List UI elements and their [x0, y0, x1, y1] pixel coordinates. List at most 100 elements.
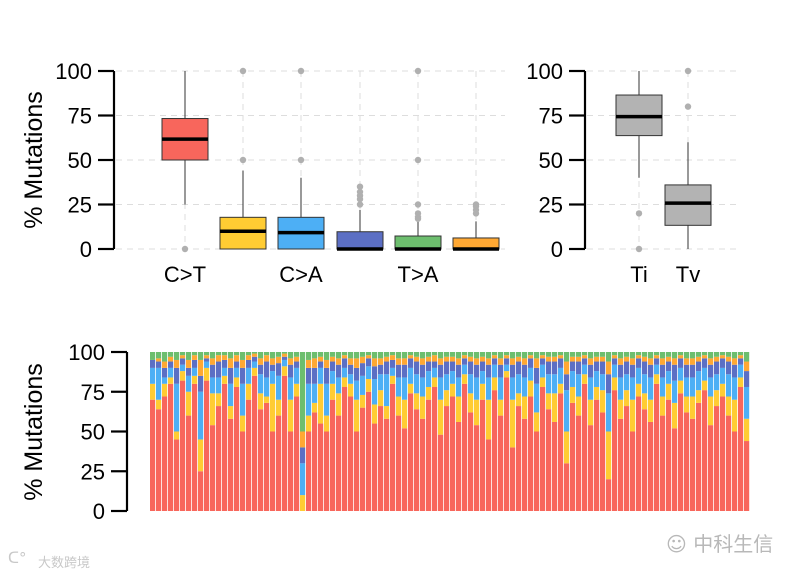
stacked-bar-segment	[318, 352, 324, 357]
stacked-bar-segment	[510, 358, 516, 365]
stacked-bar-segment	[576, 361, 582, 375]
stacked-bar-segment	[708, 358, 714, 365]
stacked-bar-segment	[318, 367, 324, 384]
stacked-bar-segment	[648, 377, 654, 400]
stacked-bar-segment	[348, 374, 354, 384]
stacked-bar-segment	[714, 361, 720, 375]
stacked-bar-segment	[720, 355, 726, 359]
stacked-bar-segment	[576, 396, 582, 416]
titv-boxplot-y-tick-label: 50	[539, 148, 563, 173]
stacked-bar-segment	[168, 383, 174, 511]
stacked-bar-segment	[300, 447, 306, 464]
stacked-bar-segment	[432, 352, 438, 356]
stacked-bar-segment	[462, 383, 468, 511]
stacked-bar-segment	[546, 361, 552, 375]
stacked-bar-segment	[666, 399, 672, 511]
stacked-bar-segment	[312, 358, 318, 368]
stacked-bar-segment	[282, 359, 288, 367]
stacked-bar-segment	[162, 352, 168, 362]
stacked-bar-segment	[378, 390, 384, 407]
stacked-bar-segment	[252, 353, 258, 357]
mutation-class-boxplot-box	[219, 216, 267, 250]
stacked-bar-segment	[180, 355, 186, 359]
stacked-bar-segment	[372, 404, 378, 424]
stacked-bar-segment	[636, 355, 642, 359]
stacked-bar-segment	[480, 399, 486, 511]
mutation-class-boxplot-y-tick-label: 50	[68, 148, 92, 173]
stacked-bar-segment	[558, 393, 564, 511]
stacked-bar-segment	[672, 352, 678, 359]
stacked-bar-segment	[654, 383, 660, 511]
stacked-bar-segment	[210, 425, 216, 511]
stacked-bar-segment	[480, 371, 486, 384]
stacked-bar-segment	[150, 367, 156, 384]
stacked-bar-segment	[618, 358, 624, 365]
stacked-bar-segment	[492, 355, 498, 359]
stacked-bar-segment	[198, 352, 204, 360]
stacked-bar-segment	[546, 356, 552, 362]
stacked-bar-segment	[486, 352, 492, 359]
stacked-bar-segment	[264, 377, 270, 397]
stacked-bar-segment	[234, 355, 240, 362]
stacked-bar-segment	[414, 356, 420, 362]
mutation-class-boxplot-box	[394, 235, 442, 250]
stacked-bar-segment	[498, 377, 504, 400]
stacked-bar-segment	[690, 418, 696, 511]
stacked-bar-segment	[612, 355, 618, 359]
stacked-bar-segment	[198, 471, 204, 511]
stacked-bar-segment	[156, 352, 162, 359]
stacked-bar-segment	[582, 352, 588, 356]
stacked-bar-segment	[420, 377, 426, 397]
stacked-bar-segment	[714, 406, 720, 511]
stacked-bar-segment	[408, 358, 414, 368]
stacked-bar-segment	[186, 375, 192, 392]
stacked-bar-segment	[504, 355, 510, 359]
stacked-bar-segment	[438, 352, 444, 359]
stacked-bar-segment	[342, 358, 348, 368]
stacked-bar-segment	[534, 383, 540, 413]
stacked-bar-segment	[162, 377, 168, 384]
stacked-bar-segment	[360, 394, 366, 408]
stacked-bar-segment	[552, 374, 558, 394]
stacked-bar-segment	[300, 463, 306, 496]
stacked-bar-segment	[642, 356, 648, 362]
stacked-bar-segment	[222, 367, 228, 376]
stacked-bar-segment	[282, 375, 288, 511]
stacked-bar-segment	[276, 399, 282, 416]
stacked-bar-segment	[282, 352, 288, 354]
stacked-bar-segment	[474, 425, 480, 511]
stacked-bar-segment	[270, 383, 276, 432]
y-axis-title-top: % Mutations	[20, 91, 48, 229]
stacked-bar-segment	[336, 393, 342, 416]
stacked-bar-segment	[420, 418, 426, 511]
stacked-bar-segment	[240, 415, 246, 432]
stacked-bar-segment	[426, 371, 432, 387]
stacked-bar-segment	[540, 355, 546, 359]
stacked-bar-segment	[396, 377, 402, 397]
stacked-bar-segment	[192, 355, 198, 360]
stacked-bar-segment	[348, 364, 354, 375]
stacked-bar-segment	[348, 358, 354, 365]
stacked-bar-segment	[150, 399, 156, 511]
stacked-bar-segment	[702, 358, 708, 368]
stacked-bar-segment	[540, 364, 546, 378]
stacked-bar-segment	[498, 358, 504, 365]
stacked-bar-segment	[288, 399, 294, 432]
stacked-bar-segment	[672, 364, 678, 381]
stacked-bar-segment	[516, 393, 522, 407]
stacked-bar-segment	[372, 379, 378, 405]
stacked-bar-segment	[678, 367, 684, 381]
stacked-bar-segment	[510, 352, 516, 359]
mutation-class-boxplot-x-label: T>A	[398, 262, 439, 287]
stacked-bar-segment	[210, 393, 216, 426]
stacked-bar-segment	[204, 352, 210, 356]
stacked-bar-segment	[276, 352, 282, 357]
stacked-bar-segment	[696, 402, 702, 511]
mutation-class-boxplot-y-tick-label: 75	[68, 104, 92, 129]
stacked-bar-segment	[276, 363, 282, 376]
stacked-bar-segment	[720, 358, 726, 368]
stacked-bar-segment	[402, 364, 408, 378]
stacked-bar-segment	[528, 355, 534, 359]
mutation-class-boxplot-outlier	[414, 201, 422, 208]
stacked-bar-segment	[438, 358, 444, 365]
